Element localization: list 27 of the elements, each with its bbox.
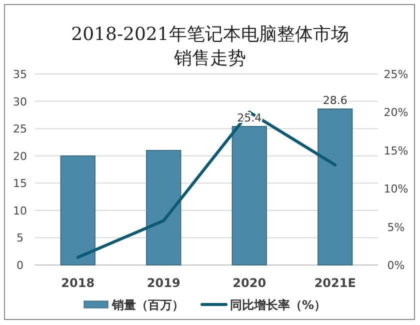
bar <box>232 126 267 266</box>
line-series <box>76 110 337 259</box>
x-tick-label: 2018 <box>61 276 95 290</box>
x-tick-label: 2021E <box>314 276 356 290</box>
legend-label: 同比增长率（%） <box>230 298 326 312</box>
y2-tick-label: 20% <box>384 106 408 120</box>
y2-tick-label: 10% <box>384 182 408 196</box>
y-tick-label: 15 <box>13 177 27 190</box>
y-tick-label: 25 <box>13 122 27 136</box>
y2-tick-label: 15% <box>384 144 408 158</box>
y2-tick-label: 25% <box>384 68 408 81</box>
x-tick-label: 2020 <box>232 276 266 290</box>
bar <box>146 150 182 266</box>
legend-label: 销量（百万） <box>111 298 184 312</box>
y2-tick-label: 0% <box>387 259 405 272</box>
bar <box>60 155 96 266</box>
y-tick-label: 20 <box>13 150 27 163</box>
bar <box>318 108 353 266</box>
y-tick-label: 5 <box>16 232 24 245</box>
data-label: 28.6 <box>322 94 348 107</box>
y-tick-label: 35 <box>13 68 27 81</box>
y-tick-label: 30 <box>13 95 27 108</box>
y2-tick-label: 5% <box>387 220 405 234</box>
chart-title: 2018-2021年笔记本电脑整体市场销售走势 <box>71 24 349 69</box>
y-tick-label: 0 <box>16 259 24 272</box>
y-tick-label: 10 <box>13 204 27 218</box>
x-tick-label: 2019 <box>146 276 180 290</box>
